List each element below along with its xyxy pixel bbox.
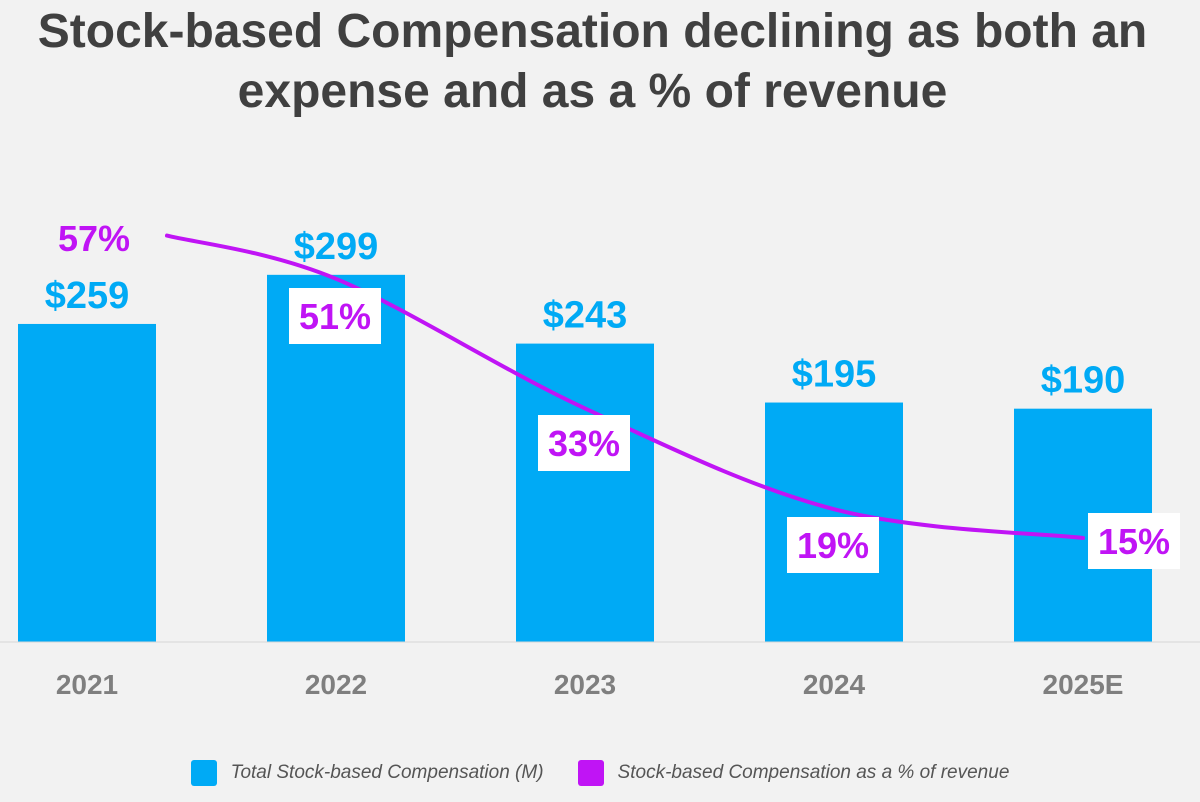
pct-label-box-2025E [1088, 513, 1180, 569]
bar-value-label-2021: $259 [45, 275, 130, 317]
bar-2021 [18, 323, 156, 642]
x-tick-label-2023: 2023 [554, 669, 616, 700]
bar-value-label-2025E: $190 [1041, 360, 1126, 402]
pct-label-2023: 33% [548, 423, 620, 464]
legend-swatch-line [577, 760, 604, 786]
pct-label-box-2024 [787, 517, 879, 573]
pct-label-2025E: 15% [1098, 521, 1170, 562]
pct-label-box-2022 [289, 288, 381, 344]
chart-title: Stock-based Compensation declining as bo… [37, 5, 1148, 118]
pct-label-2021: 57% [58, 218, 130, 259]
x-tick-label-2024: 2024 [803, 669, 866, 700]
legend: Total Stock-based Compensation (M) Stock… [0, 760, 1200, 786]
legend-label-bar: Total Stock-based Compensation (M) [230, 762, 544, 783]
x-tick-label-2021: 2021 [56, 669, 118, 700]
bar-value-label-2024: $195 [792, 354, 877, 396]
pct-label-2024: 19% [797, 525, 869, 566]
series-line-pct-revenue [165, 233, 1085, 540]
legend-swatch-bar [190, 760, 217, 786]
bar-value-label-2022: $299 [294, 226, 379, 268]
bar-value-label-2023: $243 [543, 295, 628, 337]
pct-label-box-2023 [538, 415, 630, 471]
pct-label-2022: 51% [299, 296, 371, 337]
legend-label-line: Stock-based Compensation as a % of reven… [617, 762, 1010, 783]
legend-item-bar: Total Stock-based Compensation (M) [190, 760, 544, 786]
x-tick-label-2022: 2022 [305, 669, 367, 700]
bar-2023 [516, 343, 654, 642]
legend-item-line: Stock-based Compensation as a % of reven… [577, 760, 1010, 786]
x-tick-label-2025E: 2025E [1043, 669, 1124, 700]
